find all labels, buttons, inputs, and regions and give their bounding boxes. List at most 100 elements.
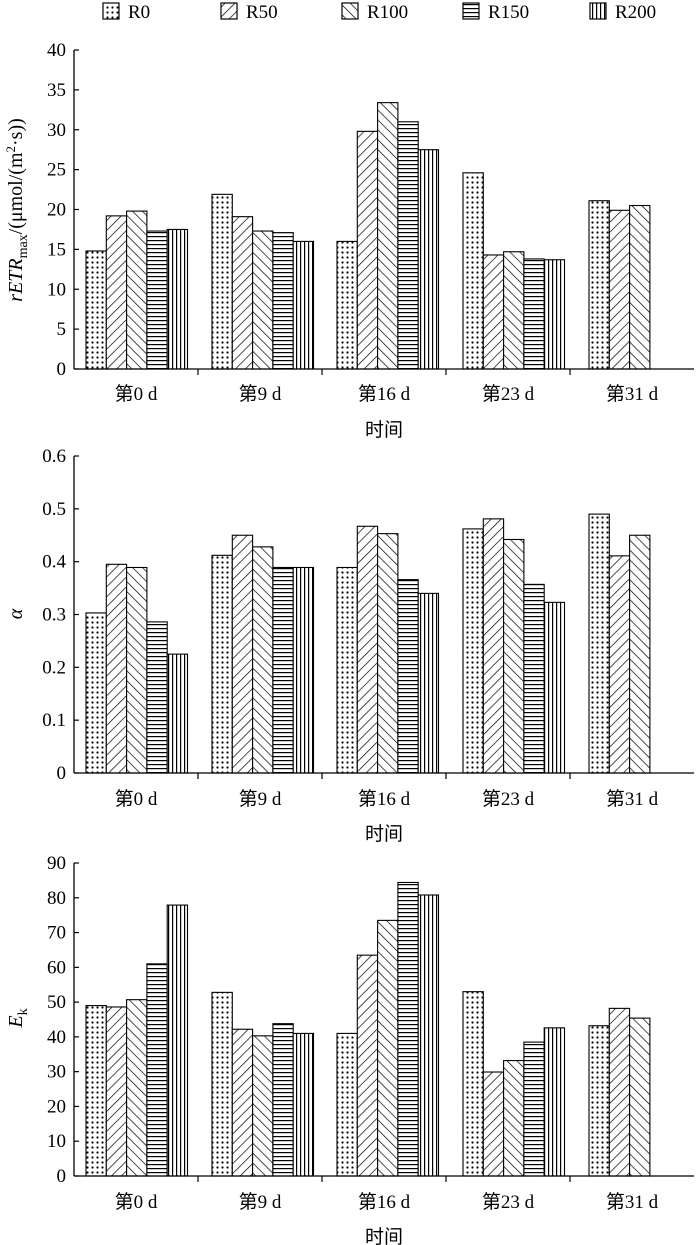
x-tick-label: 第9 d [239, 1191, 282, 1213]
bar-r200-2 [417, 894, 440, 1177]
bar-r100-3 [503, 538, 525, 774]
bar-r100-4 [629, 1017, 651, 1177]
x-tick-label: 第9 d [239, 788, 282, 810]
bar-r50-3 [482, 1071, 505, 1177]
y-tick-label: 10 [47, 279, 66, 300]
bar-r100-1 [252, 1035, 274, 1177]
bar-r100-2 [377, 919, 399, 1177]
x-tick-label: 第0 d [115, 383, 158, 405]
bar-r100-4 [629, 204, 651, 370]
y-tick-label: 30 [47, 120, 66, 141]
legend-swatch-r0 [102, 2, 120, 20]
bar-r50-2 [356, 954, 379, 1177]
bar-r0-2 [336, 240, 358, 370]
legend-item-r50: R50 [220, 2, 278, 23]
y-tick-label: 35 [47, 80, 66, 101]
bar-r50-0 [105, 1006, 128, 1177]
bar-r0-4 [588, 200, 610, 370]
bar-r0-2 [336, 566, 358, 774]
y-tick-label: 50 [47, 992, 66, 1013]
legend-label-r100: R100 [367, 2, 408, 23]
y-axis-label: Ek [5, 1008, 31, 1028]
x-tick-label: 第31 d [606, 788, 659, 810]
bar-r50-1 [231, 534, 254, 774]
x-tick-label: 第0 d [115, 788, 158, 810]
bar-r100-0 [126, 210, 148, 370]
y-tick-label: 0.1 [42, 710, 66, 731]
bar-r150-0 [146, 621, 168, 774]
bar-r150-0 [146, 963, 168, 1177]
y-tick-label: 0 [57, 1166, 67, 1187]
x-tick-label: 第16 d [358, 1191, 411, 1213]
y-tick-label: 20 [47, 1096, 66, 1117]
bar-r150-0 [146, 230, 168, 370]
bar-r150-2 [397, 881, 419, 1177]
bar-r200-3 [543, 259, 566, 370]
y-tick-label: 0.6 [42, 446, 66, 467]
legend-label-r50: R50 [246, 2, 278, 23]
bar-r200-0 [166, 228, 189, 370]
bar-r50-2 [356, 130, 379, 370]
y-axis-label: α [5, 608, 27, 619]
bar-r0-0 [85, 1005, 107, 1177]
bar-r50-4 [608, 1007, 631, 1177]
bar-r200-3 [543, 1027, 566, 1177]
bar-r150-1 [272, 566, 294, 774]
x-tick-label: 第31 d [606, 383, 659, 405]
bar-r100-2 [377, 533, 399, 774]
y-tick-label: 40 [47, 1027, 66, 1048]
y-tick-label: 10 [47, 1131, 66, 1152]
legend-item-r100: R100 [341, 2, 408, 23]
bar-r0-1 [211, 554, 233, 774]
legend-item-r200: R200 [589, 2, 656, 23]
bar-r200-1 [292, 1032, 315, 1177]
y-tick-label: 70 [47, 923, 66, 944]
chart-panel-ek: 0 10 20 30 40 50 60 70 80 90 第0 d 第9 d 第16 d 第23 d 第31… [5, 853, 694, 1245]
x-tick-label: 第31 d [606, 1191, 659, 1213]
bar-r150-1 [272, 232, 294, 370]
bar-r100-0 [126, 566, 148, 774]
bar-r50-3 [482, 518, 505, 774]
y-tick-label: 0 [57, 763, 67, 784]
legend-label-r0: R0 [128, 2, 150, 23]
legend: R0 R50 R100 R150 R200 [102, 2, 656, 23]
x-tick-label: 第16 d [358, 383, 411, 405]
bar-r200-0 [166, 904, 189, 1177]
bar-r0-4 [588, 513, 610, 774]
x-tick-label: 第9 d [239, 383, 282, 405]
bar-r0-2 [336, 1032, 358, 1177]
legend-label-r200: R200 [615, 2, 656, 23]
legend-swatch-r50 [220, 2, 238, 20]
x-tick-label: 第23 d [482, 383, 535, 405]
x-tick-label: 第16 d [358, 788, 411, 810]
y-tick-label: 40 [47, 40, 66, 61]
bar-r150-2 [397, 579, 419, 774]
bar-r100-3 [503, 1059, 525, 1177]
chart-panel-alpha: 0 0.1 0.2 0.3 0.4 0.5 0.6 第0 d 第9 d 第16 d 第23 d 第31… [5, 446, 694, 845]
bar-r150-3 [523, 258, 545, 370]
bar-r0-0 [85, 612, 107, 774]
y-tick-label: 0.5 [42, 499, 66, 520]
x-tick-label: 第23 d [482, 1191, 535, 1213]
y-tick-label: 0.4 [42, 552, 66, 573]
y-tick-label: 15 [47, 239, 66, 260]
bar-r50-4 [608, 555, 631, 774]
bar-r100-1 [252, 546, 274, 774]
bar-r200-2 [417, 592, 440, 774]
bar-r150-3 [523, 1041, 545, 1177]
bar-r50-1 [231, 1028, 254, 1177]
bar-r200-1 [292, 566, 315, 774]
bar-r150-3 [523, 583, 545, 774]
y-tick-label: 5 [57, 319, 67, 340]
y-tick-label: 80 [47, 888, 66, 909]
bar-r0-1 [211, 991, 233, 1177]
y-tick-label: 0.3 [42, 605, 66, 626]
bar-r100-0 [126, 999, 148, 1177]
bar-r0-0 [85, 250, 107, 370]
bar-r0-3 [462, 528, 484, 774]
bar-r100-3 [503, 251, 525, 370]
y-tick-label: 25 [47, 160, 66, 181]
bar-r200-3 [543, 601, 566, 774]
legend-swatch-r150 [462, 2, 480, 20]
y-tick-label: 0.2 [42, 657, 66, 678]
